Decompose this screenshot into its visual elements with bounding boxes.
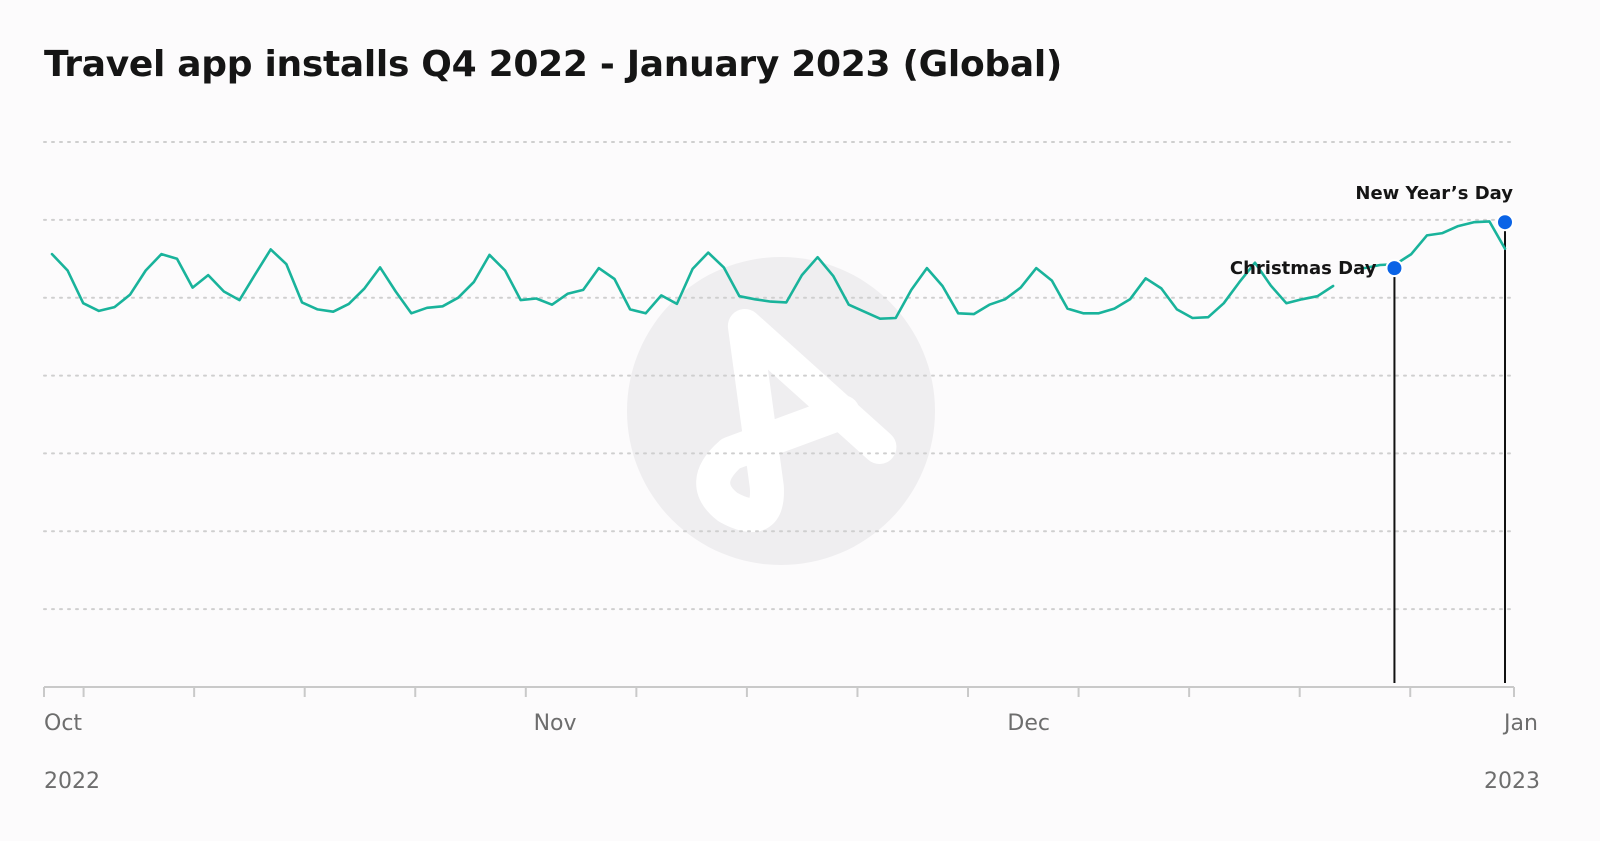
annotation-lines [1393, 222, 1506, 683]
watermark-logo-icon [627, 257, 935, 565]
annotation-point [1496, 213, 1514, 232]
x-axis: Oct Nov Dec Jan 2022 2023 [43, 686, 1540, 794]
gridlines [43, 141, 1515, 611]
x-tick-label: Dec [1007, 711, 1050, 736]
x-tick-label: Nov [534, 711, 577, 736]
annotation-point [1385, 259, 1404, 278]
x-tick-label: Oct [44, 711, 82, 736]
chart-title: Travel app installs Q4 2022 - January 20… [44, 44, 1063, 85]
annotation-label: New Year’s Day [1355, 183, 1513, 204]
annotation-label: Christmas Day [1230, 258, 1377, 279]
x-tick-label: Jan [1502, 711, 1538, 736]
x-year-label: 2023 [1484, 769, 1540, 794]
watermark-glyph [696, 309, 897, 533]
annotation-points: Christmas Day New Year’s Day [1230, 183, 1514, 279]
x-year-label: 2022 [44, 769, 100, 794]
